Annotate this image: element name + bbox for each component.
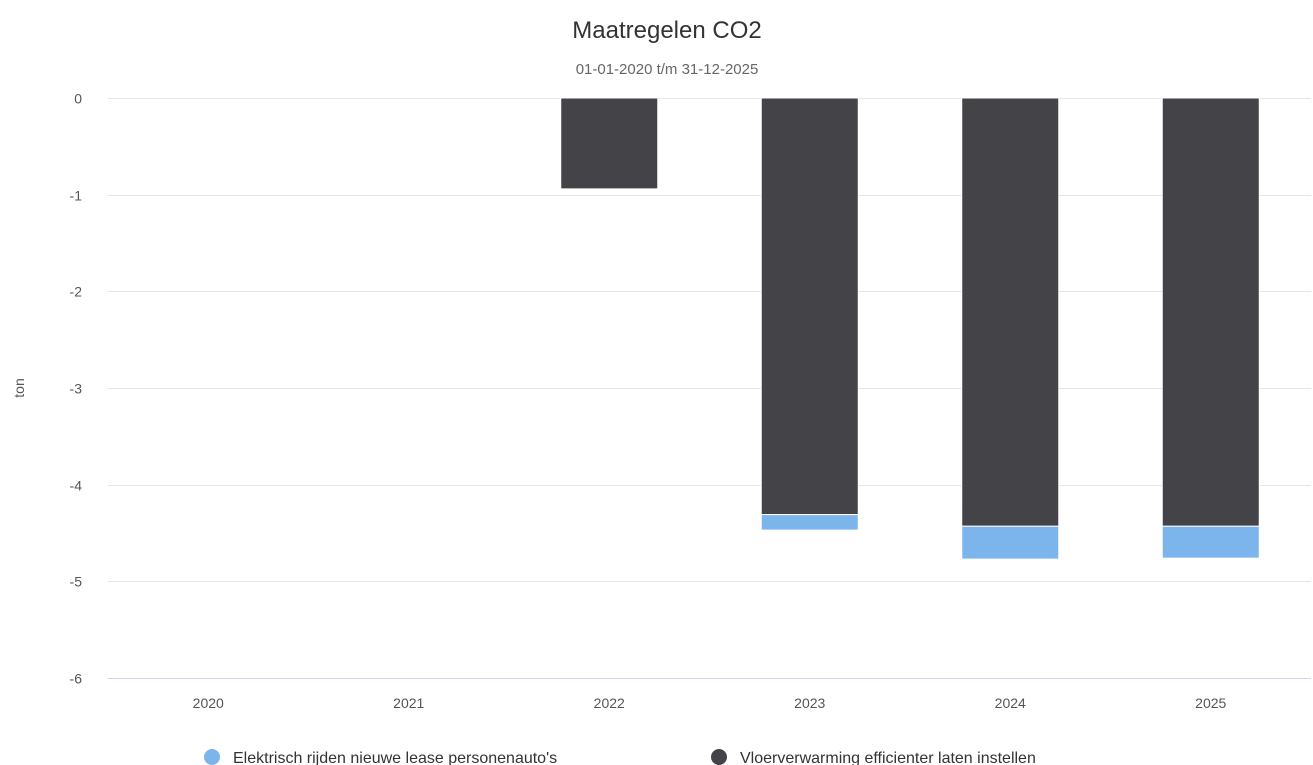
x-tick-label: 2020 — [193, 695, 224, 711]
bar-2023-series-1[interactable] — [760, 514, 859, 531]
x-tick-label: 2024 — [995, 695, 1026, 711]
legend-label: Vloerverwarming efficienter laten instel… — [740, 750, 1036, 765]
bar-2025-series-1[interactable] — [1161, 525, 1260, 559]
legend-item-0[interactable]: Vloerverwarming efficienter laten instel… — [711, 749, 1036, 765]
y-tick-label: -2 — [70, 284, 83, 300]
x-tick-label: 2025 — [1195, 695, 1226, 711]
y-axis-ticks: 0 -1 -2 -3 -4 -5 -6 — [70, 91, 83, 687]
y-tick-label: -1 — [70, 188, 83, 204]
legend: Elektrisch rijden nieuwe lease personena… — [204, 749, 1036, 765]
x-tick-label: 2022 — [594, 695, 625, 711]
legend-label: Elektrisch rijden nieuwe lease personena… — [233, 750, 557, 765]
bar-2023-series-0[interactable] — [760, 97, 859, 516]
bars — [560, 97, 1260, 560]
y-tick-label: -4 — [70, 478, 83, 494]
chart-subtitle: 01-01-2020 t/m 31-12-2025 — [576, 61, 759, 78]
x-tick-label: 2023 — [794, 695, 825, 711]
y-tick-label: 0 — [74, 91, 82, 107]
x-tick-label: 2021 — [393, 695, 424, 711]
bar-2022-series-0[interactable] — [560, 97, 659, 190]
bar-2024-series-1[interactable] — [961, 525, 1060, 560]
legend-item-1[interactable]: Elektrisch rijden nieuwe lease personena… — [204, 749, 557, 765]
legend-marker — [204, 749, 220, 765]
grid-lines — [108, 98, 1311, 679]
chart-title: Maatregelen CO2 — [572, 17, 761, 44]
y-tick-label: -3 — [70, 381, 83, 397]
x-axis-ticks: 2020 2021 2022 2023 2024 2025 — [193, 695, 1227, 711]
bar-2024-series-0[interactable] — [961, 97, 1060, 527]
y-axis-title: ton — [11, 378, 27, 397]
bar-2025-series-0[interactable] — [1161, 97, 1260, 527]
legend-marker — [711, 749, 727, 765]
y-tick-label: -5 — [70, 574, 83, 590]
y-tick-label: -6 — [70, 671, 83, 687]
